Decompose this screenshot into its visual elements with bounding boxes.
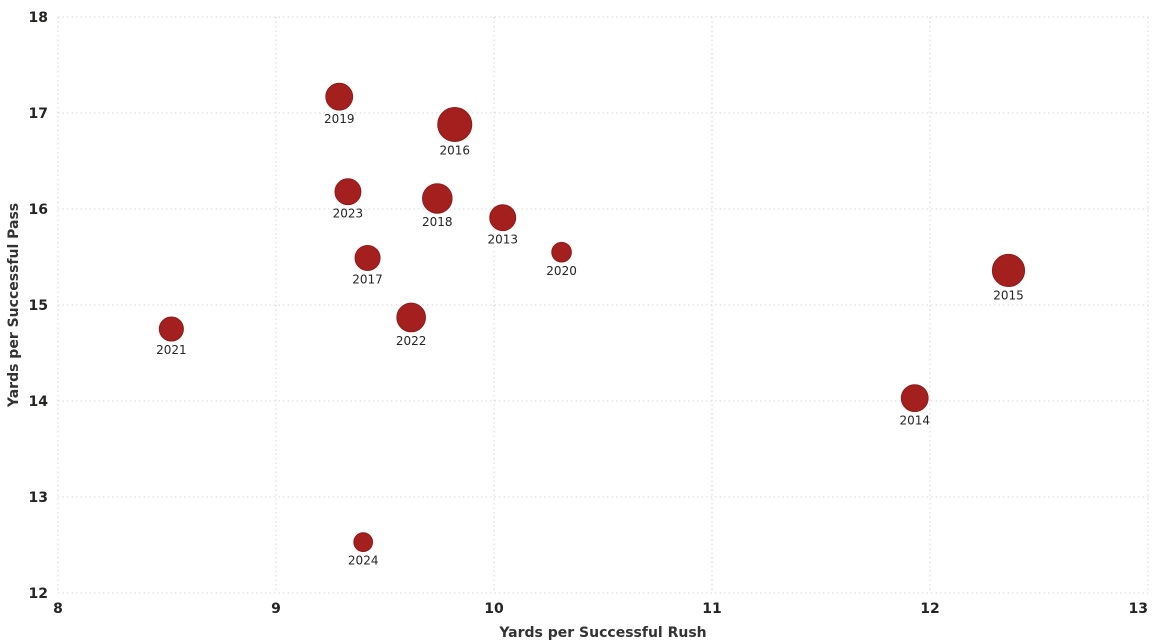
y-axis-ticks: 12 13 14 15 16 17 18 [29, 10, 49, 602]
grid-lines [57, 16, 1149, 594]
y-tick-label: 16 [29, 202, 48, 218]
data-point-2023[interactable] [334, 178, 362, 206]
data-point-2022[interactable] [396, 302, 426, 333]
data-label-2019: 2019 [324, 112, 355, 126]
data-label-2022: 2022 [396, 334, 427, 348]
data-point-2016[interactable] [437, 107, 473, 143]
data-label-2018: 2018 [422, 215, 453, 229]
y-tick-label: 14 [29, 394, 49, 410]
data-point-2015[interactable] [991, 253, 1026, 288]
data-label-2014: 2014 [899, 414, 930, 428]
data-labels: 2013 2014 2015 2016 2017 2018 2019 2020 2021 2022… [156, 112, 1024, 567]
data-label-2017: 2017 [352, 272, 383, 286]
y-axis-title: Yards per Successful Pass [6, 203, 22, 408]
y-tick-label: 15 [29, 298, 48, 314]
data-point-2020[interactable] [551, 241, 572, 263]
x-tick-label: 12 [920, 601, 939, 617]
x-tick-label: 9 [271, 601, 281, 617]
data-point-2018[interactable] [422, 183, 453, 214]
data-points [158, 82, 1026, 552]
data-label-2024: 2024 [348, 553, 379, 567]
x-tick-label: 8 [53, 601, 63, 617]
x-axis-title: Yards per Successful Rush [498, 625, 706, 640]
data-point-2024[interactable] [353, 532, 374, 552]
data-point-2013[interactable] [489, 204, 517, 232]
data-point-2014[interactable] [900, 384, 929, 413]
data-label-2023: 2023 [333, 207, 364, 221]
x-tick-label: 13 [1129, 601, 1148, 617]
data-label-2013: 2013 [487, 233, 518, 247]
y-tick-label: 17 [29, 106, 48, 122]
x-axis-ticks: 8 9 10 11 12 13 [53, 601, 1148, 617]
y-tick-label: 13 [29, 490, 48, 506]
data-label-2021: 2021 [156, 343, 187, 357]
x-tick-label: 11 [702, 601, 721, 617]
data-point-2017[interactable] [354, 244, 381, 271]
x-tick-label: 10 [484, 601, 504, 617]
y-tick-label: 12 [29, 586, 48, 602]
data-label-2020: 2020 [546, 264, 577, 278]
data-label-2016: 2016 [439, 144, 470, 158]
y-tick-label: 18 [29, 10, 48, 26]
data-label-2015: 2015 [993, 289, 1024, 303]
data-point-2019[interactable] [325, 82, 354, 111]
data-point-2021[interactable] [158, 316, 184, 342]
